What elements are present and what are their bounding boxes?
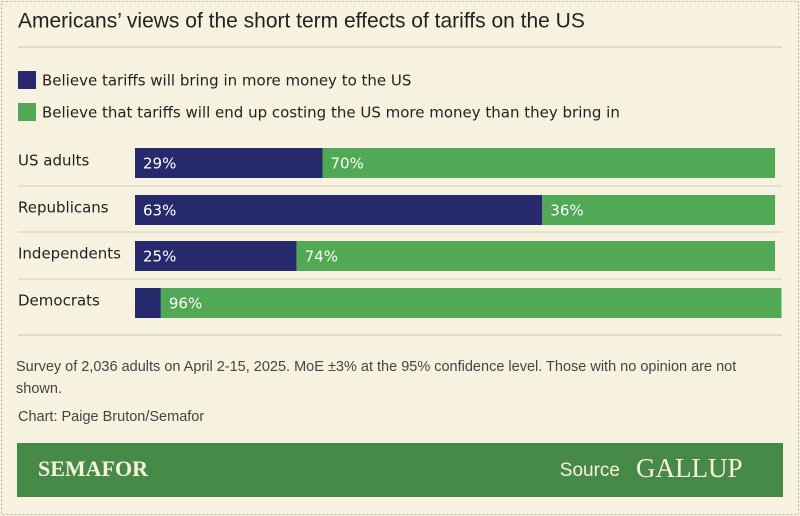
footer-band [17, 443, 783, 497]
data-label: 29% [143, 155, 176, 173]
bar-segment [542, 195, 776, 225]
data-label: 96% [169, 295, 202, 313]
chart-title: Americans’ views of the short term effec… [18, 10, 585, 33]
bar-segment [160, 288, 782, 318]
brand: SEMAFOR [38, 456, 149, 481]
note-box: Survey of 2,036 adults on April 2-15, 20… [16, 359, 737, 397]
legend-swatch [18, 103, 36, 121]
note: Survey of 2,036 adults on April 2-15, 20… [16, 359, 737, 397]
source-label: Source [560, 460, 620, 481]
credit: Chart: Paige Bruton/Semafor [18, 409, 204, 425]
bar-segment [135, 288, 161, 318]
source: GALLUP [636, 453, 743, 483]
data-label: 25% [143, 248, 176, 266]
category-label: Independents [18, 245, 121, 263]
bar-segment [296, 241, 776, 271]
data-label: 36% [550, 202, 583, 220]
data-label: 63% [143, 202, 176, 220]
category-label: US adults [18, 152, 90, 170]
legend-label: Believe tariffs will bring in more money… [42, 72, 411, 90]
bar-segment [135, 195, 543, 225]
legend-label: Believe that tariffs will end up costing… [42, 104, 620, 122]
category-label: Democrats [18, 292, 100, 310]
legend-swatch [18, 71, 36, 89]
category-label: Republicans [18, 199, 109, 217]
bar-segment [135, 241, 297, 271]
data-label: 70% [330, 155, 363, 173]
data-label: 74% [305, 248, 338, 266]
bar-segment [135, 148, 323, 178]
bar-segment [322, 148, 776, 178]
